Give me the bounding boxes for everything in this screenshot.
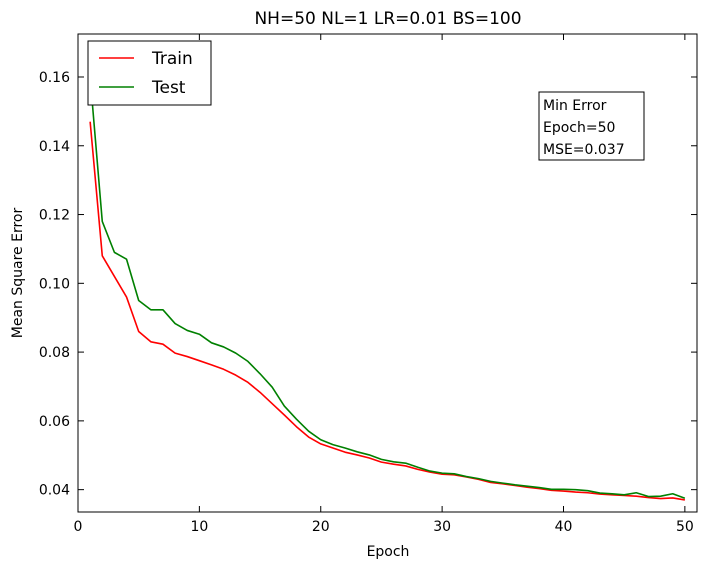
- y-tick-label: 0.08: [39, 345, 70, 361]
- y-tick-label: 0.14: [39, 139, 70, 155]
- y-tick-label: 0.04: [39, 483, 70, 499]
- legend: Train Test: [87, 40, 212, 106]
- x-axis-label: Epoch: [367, 544, 410, 560]
- x-tick-label: 50: [676, 519, 694, 535]
- series-line-train: [89, 121, 685, 501]
- chart-title: NH=50 NL=1 LR=0.01 BS=100: [254, 9, 521, 29]
- min-error-annotation: Min Error Epoch=50 MSE=0.037: [538, 91, 645, 161]
- annotation-line: MSE=0.037: [543, 142, 625, 158]
- y-axis-label: Mean Square Error: [10, 208, 26, 339]
- y-tick-label: 0.06: [39, 414, 70, 430]
- annotation-box: [538, 91, 645, 161]
- legend-label-test: Test: [151, 78, 186, 98]
- annotation-line: Epoch=50: [543, 120, 615, 136]
- series-layer: [89, 76, 686, 501]
- y-tick-label: 0.16: [39, 70, 70, 86]
- series-line-test: [89, 76, 686, 499]
- x-tick-label: 10: [190, 519, 208, 535]
- ticks-layer: 0 10 20 30 40 50 0.04 0.06 0.08 0.10 0.12 0.14 0.16: [39, 34, 697, 535]
- x-tick-label: 30: [433, 519, 451, 535]
- x-tick-label: 40: [555, 519, 573, 535]
- legend-box: [87, 40, 212, 106]
- y-tick-label: 0.10: [39, 276, 70, 292]
- y-tick-label: 0.12: [39, 208, 70, 224]
- x-tick-label: 20: [312, 519, 330, 535]
- legend-label-train: Train: [151, 49, 193, 69]
- x-tick-label: 0: [74, 519, 83, 535]
- annotation-line: Min Error: [543, 98, 607, 114]
